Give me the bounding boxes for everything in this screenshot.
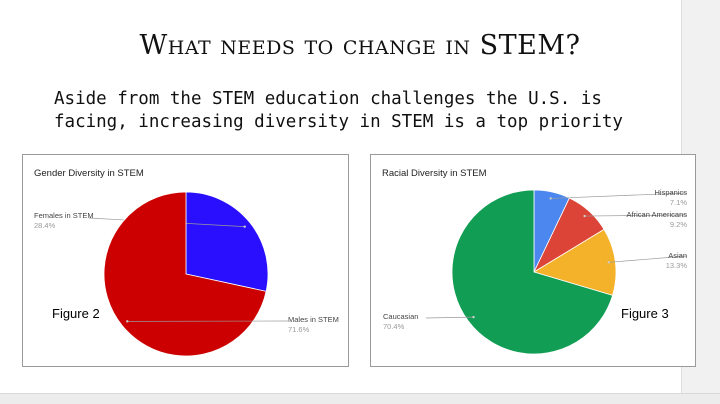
leader-dot-males-in-stem (126, 320, 129, 323)
label-hispanics-name: Hispanics (654, 188, 687, 197)
gender-chart-title: Gender Diversity in STEM (34, 168, 144, 179)
pie-slice-caucasian (451, 189, 614, 355)
slide-body-line-2: facing, increasing diversity in STEM is … (54, 112, 623, 132)
figure-3-label: Figure 3 (621, 306, 669, 321)
leader-line-african-americans (584, 214, 688, 217)
slide-title: What needs to change in STEM? (139, 30, 581, 61)
label-hispanics: Hispanics 7.1% (654, 188, 687, 208)
race-chart-panel: Racial Diversity in STEM Hispanics 7.1% … (370, 154, 696, 367)
leader-dot-hispanics (549, 197, 552, 200)
label-caucasian-value: 70.4% (383, 322, 405, 331)
label-asian-value: 13.3% (665, 261, 687, 270)
leader-line-asian (608, 255, 688, 263)
label-asian: Asian 13.3% (666, 251, 687, 271)
label-caucasian: Caucasian 70.4% (383, 312, 418, 332)
label-african-americans-name: African Americans (626, 210, 687, 219)
race-chart-title: Racial Diversity in STEM (382, 168, 487, 179)
leader-dot-asian (607, 261, 611, 264)
label-females: Females in STEM 28.4% (34, 211, 94, 231)
label-males: Males in STEM 71.6% (288, 315, 339, 335)
leader-line-caucasian (425, 316, 474, 319)
slide-body-text: Aside from the STEM education challenges… (54, 88, 674, 134)
gender-chart-panel: Gender Diversity in STEM Females in STEM… (22, 154, 349, 367)
label-females-name: Females in STEM (34, 211, 94, 220)
label-caucasian-name: Caucasian (383, 312, 419, 321)
label-asian-name: Asian (668, 251, 687, 260)
pie-slice-males-in-stem (103, 191, 267, 357)
label-males-value: 71.6% (288, 325, 310, 334)
leader-dot-females-in-stem (243, 225, 246, 228)
leader-line-hispanics (550, 192, 688, 199)
race-pie-chart (425, 189, 688, 355)
slide-body-line-1: Aside from the STEM education challenges… (54, 89, 602, 109)
label-hispanics-value: 7.1% (669, 198, 687, 207)
bottom-scroll-bar (0, 393, 720, 404)
gender-pie-chart (88, 191, 289, 357)
leader-dot-african-americans (583, 214, 586, 218)
label-males-name: Males in STEM (288, 315, 339, 324)
label-females-value: 28.4% (34, 221, 56, 230)
pie-slice-females-in-stem (185, 191, 269, 292)
label-african-americans: African Americans 9.2% (627, 210, 687, 230)
figure-2-label: Figure 2 (52, 306, 100, 321)
leader-dot-caucasian (472, 315, 475, 319)
label-african-americans-value: 9.2% (669, 220, 687, 229)
